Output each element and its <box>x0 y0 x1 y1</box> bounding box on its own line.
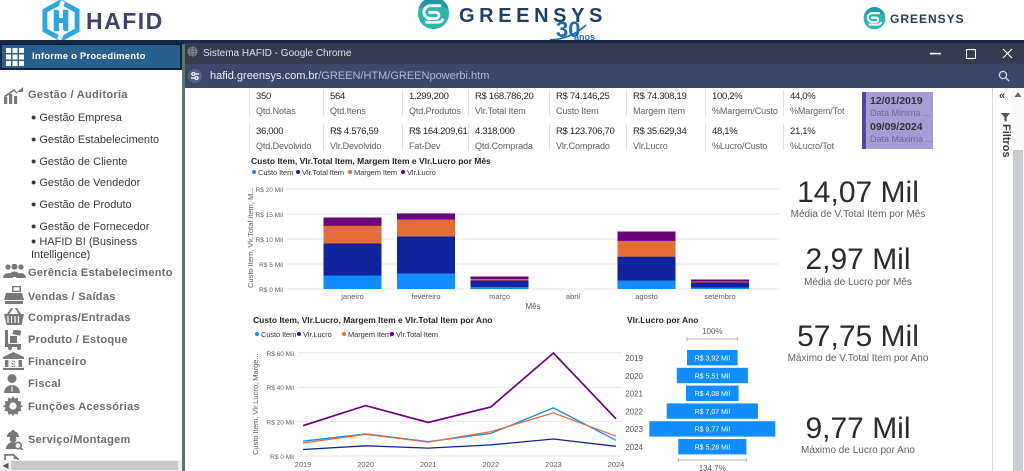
svg-text:março: março <box>489 292 510 301</box>
svg-text:R$ 10 Mil: R$ 10 Mil <box>256 237 284 244</box>
svg-text:134,7%: 134,7% <box>699 464 726 471</box>
svg-text:R$ 15 Mil: R$ 15 Mil <box>256 212 284 219</box>
svg-text:R$ 60 Mil: R$ 60 Mil <box>267 351 295 358</box>
svg-text:2021: 2021 <box>420 460 437 469</box>
svg-text:2022: 2022 <box>482 460 499 469</box>
svg-text:$: $ <box>11 358 16 368</box>
svg-text:2019: 2019 <box>295 460 312 469</box>
svg-text:R$ 5 Mil: R$ 5 Mil <box>259 262 283 269</box>
svg-text:2024: 2024 <box>608 460 625 469</box>
svg-text:2021: 2021 <box>625 390 643 399</box>
svg-text:Mês: Mês <box>525 302 540 310</box>
svg-text:2019: 2019 <box>625 354 643 363</box>
svg-text:fevereiro: fevereiro <box>411 292 440 301</box>
svg-text:R$ 20 Mil: R$ 20 Mil <box>256 187 284 194</box>
svg-text:R$ 20 Mil: R$ 20 Mil <box>267 420 295 427</box>
svg-text:R$ 5,51 Mil: R$ 5,51 Mil <box>695 373 731 380</box>
svg-text:i: i <box>11 385 13 394</box>
svg-text:R$ 40 Mil: R$ 40 Mil <box>267 385 295 392</box>
svg-text:agosto: agosto <box>635 292 658 301</box>
svg-text:setembro: setembro <box>704 292 735 301</box>
svg-text:2020: 2020 <box>625 372 643 381</box>
svg-text:R$ 7,07 Mil: R$ 7,07 Mil <box>695 409 731 416</box>
svg-text:R$ 9,77 Mil: R$ 9,77 Mil <box>695 427 731 434</box>
svg-text:R$ 3,92 Mil: R$ 3,92 Mil <box>695 356 731 363</box>
svg-text:janeiro: janeiro <box>340 292 364 301</box>
svg-text:R$ 5,28 Mil: R$ 5,28 Mil <box>695 445 731 452</box>
svg-text:R$ 4,08 Mil: R$ 4,08 Mil <box>695 391 731 398</box>
svg-text:abril: abril <box>566 292 581 301</box>
svg-text:R$ 0 Mil: R$ 0 Mil <box>259 287 283 294</box>
svg-text:2022: 2022 <box>625 407 643 416</box>
svg-text:100%: 100% <box>702 327 722 336</box>
svg-text:R$ 0 Mil: R$ 0 Mil <box>270 454 294 461</box>
svg-text:2023: 2023 <box>545 460 562 469</box>
svg-text:2023: 2023 <box>625 425 643 434</box>
svg-text:2024: 2024 <box>625 443 643 452</box>
svg-text:2020: 2020 <box>357 460 374 469</box>
